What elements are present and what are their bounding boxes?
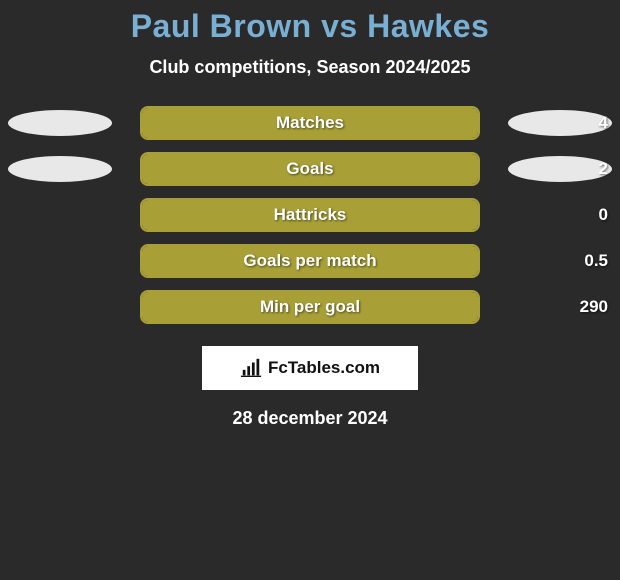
stat-label: Min per goal bbox=[260, 290, 360, 324]
stat-value: 0 bbox=[599, 198, 608, 232]
page-title: Paul Brown vs Hawkes bbox=[0, 8, 620, 45]
right-ellipse bbox=[508, 110, 612, 136]
stat-value: 0.5 bbox=[584, 244, 608, 278]
stat-label: Goals bbox=[286, 152, 333, 186]
stat-rows: Matches 4 Goals 2 Hattricks 0 Goals per match 0… bbox=[0, 106, 620, 326]
stat-row: Goals 2 bbox=[0, 152, 620, 188]
stat-value: 2 bbox=[599, 152, 608, 186]
stat-row: Hattricks 0 bbox=[0, 198, 620, 234]
stat-value: 4 bbox=[599, 106, 608, 140]
comparison-card: Paul Brown vs Hawkes Club competitions, … bbox=[0, 0, 620, 429]
stat-label: Goals per match bbox=[243, 244, 376, 278]
stat-label: Matches bbox=[276, 106, 344, 140]
left-ellipse bbox=[8, 156, 112, 182]
left-ellipse bbox=[8, 110, 112, 136]
right-ellipse bbox=[508, 156, 612, 182]
stat-label: Hattricks bbox=[274, 198, 347, 232]
barchart-icon bbox=[240, 357, 262, 379]
stat-row: Matches 4 bbox=[0, 106, 620, 142]
stat-value: 290 bbox=[580, 290, 608, 324]
stat-row: Goals per match 0.5 bbox=[0, 244, 620, 280]
logo-box[interactable]: FcTables.com bbox=[202, 346, 418, 390]
stat-row: Min per goal 290 bbox=[0, 290, 620, 326]
subtitle: Club competitions, Season 2024/2025 bbox=[0, 57, 620, 78]
date-label: 28 december 2024 bbox=[0, 408, 620, 429]
logo-text: FcTables.com bbox=[268, 358, 380, 378]
